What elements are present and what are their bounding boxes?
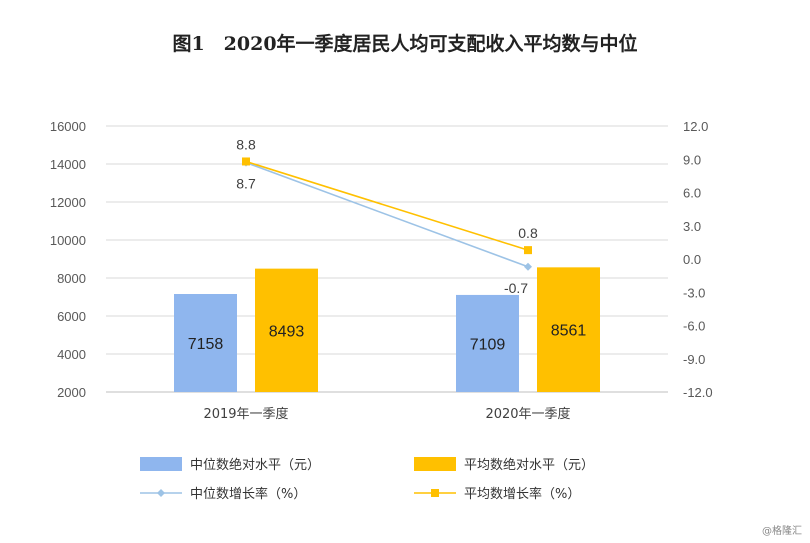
bar-label: 7158 — [188, 336, 224, 353]
right-tick-label: 12.0 — [683, 119, 708, 134]
category-label: 2020年一季度 — [485, 406, 570, 422]
legend-label: 平均数绝对水平（元） — [464, 457, 594, 473]
right-tick-label: 6.0 — [683, 186, 701, 201]
right-tick-label: -12.0 — [683, 385, 713, 400]
right-tick-label: 9.0 — [683, 152, 701, 167]
point-label: 8.7 — [236, 176, 256, 192]
point-label: 8.8 — [236, 136, 256, 152]
watermark: @格隆汇 — [762, 524, 802, 537]
legend-label: 中位数增长率（%） — [190, 486, 306, 502]
chart-title: 图1 2020年一季度居民人均可支配收入平均数与中位 — [172, 32, 637, 55]
bar-label: 8493 — [269, 323, 305, 340]
right-axis: -12.0 -9.0 -6.0 -3.0 0.0 3.0 6.0 9.0 12.0 — [683, 119, 713, 400]
left-tick-label: 8000 — [57, 271, 86, 286]
x-axis: 2019年一季度 2020年一季度 — [203, 406, 570, 422]
left-tick-label: 12000 — [50, 195, 86, 210]
right-tick-label: -6.0 — [683, 319, 705, 334]
left-tick-label: 6000 — [57, 309, 86, 324]
line-point — [524, 262, 532, 271]
bar — [537, 267, 600, 392]
right-tick-label: -3.0 — [683, 285, 705, 300]
legend-marker — [157, 489, 165, 497]
line-point — [242, 157, 250, 166]
bar — [174, 293, 237, 392]
legend-swatch — [414, 457, 456, 471]
legend: 中位数绝对水平（元） 平均数绝对水平（元） 中位数增长率（%） 平均数增长率（%） — [140, 457, 594, 502]
left-tick-label: 14000 — [50, 157, 86, 172]
legend-label: 中位数绝对水平（元） — [190, 457, 320, 473]
legend-swatch — [140, 457, 182, 471]
left-tick-label: 10000 — [50, 233, 86, 248]
left-tick-label: 16000 — [50, 119, 86, 134]
legend-label: 平均数增长率（%） — [464, 486, 580, 502]
bar — [456, 294, 519, 392]
line-point — [524, 246, 532, 255]
right-tick-label: -9.0 — [683, 352, 705, 367]
series-line — [245, 160, 529, 251]
bar-label: 7109 — [470, 336, 506, 353]
right-tick-label: 0.0 — [683, 252, 701, 267]
category-label: 2019年一季度 — [203, 406, 288, 422]
left-tick-label: 2000 — [57, 385, 86, 400]
series-line — [245, 161, 529, 268]
left-axis: 2000 4000 6000 8000 10000 12000 14000 16000 — [50, 119, 86, 400]
bar-series: 7158 7109 8493 8561 — [174, 267, 600, 392]
legend-marker — [431, 489, 439, 497]
point-label: 0.8 — [518, 225, 538, 241]
right-tick-label: 3.0 — [683, 219, 701, 234]
line-series: 8.7 -0.7 8.8 0.8 — [236, 136, 538, 295]
bar — [255, 268, 318, 392]
left-tick-label: 4000 — [57, 347, 86, 362]
bar-label: 8561 — [551, 323, 587, 340]
point-label: -0.7 — [504, 280, 528, 296]
